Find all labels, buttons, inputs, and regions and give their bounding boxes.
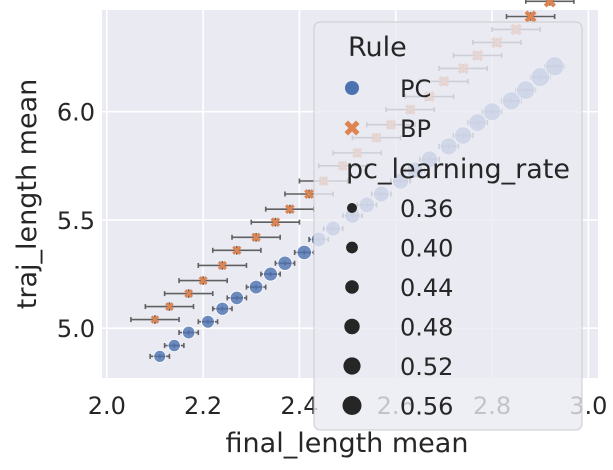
y-tick-label: 5.5: [57, 207, 95, 235]
y-tick-label: 6.0: [57, 99, 95, 127]
legend-size-label: 0.36: [400, 195, 453, 223]
x-axis-label: final_length mean: [226, 428, 469, 459]
bp-marker: [198, 276, 208, 286]
legend-hue-label: BP: [400, 115, 431, 143]
legend-size-label: 0.52: [400, 353, 453, 381]
bp-marker: [524, 10, 537, 23]
size-legend-marker: [346, 241, 358, 254]
legend-size-label: 0.48: [400, 314, 453, 342]
pc-point: [201, 314, 215, 329]
legend-size-entries: 0.36 0.40 0.44 0.48 0.52 0.56: [342, 195, 453, 421]
bp-marker: [270, 217, 281, 227]
legend-size-title: pc_learning_rate: [346, 154, 570, 185]
y-tick-labels: 5.0 5.5 6.0: [57, 99, 95, 343]
pc-point: [248, 279, 264, 295]
legend-size-label: 0.44: [400, 274, 453, 302]
legend-hue-entries: PC BP: [344, 75, 431, 143]
y-axis-label: traj_length mean: [12, 79, 43, 309]
x-tick-label: 2.0: [88, 392, 126, 420]
pc-point: [296, 244, 312, 261]
size-legend-marker: [347, 203, 357, 213]
pc-point: [181, 325, 196, 340]
legend-hue-title: Rule: [348, 32, 407, 63]
x-tick-label: 2.2: [184, 392, 222, 420]
bp-marker: [284, 204, 295, 215]
size-legend-marker: [342, 396, 362, 415]
bp-marker: [217, 260, 227, 270]
bp-marker: [251, 232, 261, 243]
pc-point: [277, 255, 293, 271]
y-tick-label: 5.0: [57, 315, 95, 343]
pc-point: [215, 301, 230, 316]
legend-size-label: 0.40: [400, 235, 453, 263]
size-legend-marker: [345, 280, 359, 294]
pc-point: [229, 290, 244, 306]
bp-marker: [232, 245, 242, 255]
bp-marker: [344, 120, 360, 136]
pc-point: [167, 338, 181, 353]
bp-marker: [304, 189, 315, 199]
pc-legend-marker: [345, 81, 359, 95]
pc-point: [153, 349, 167, 363]
x-tick-label: 2.4: [280, 392, 318, 420]
legend-frame: [313, 21, 583, 431]
bp-marker: [150, 315, 160, 324]
size-legend-marker: [344, 318, 360, 335]
bp-marker: [165, 302, 174, 311]
size-legend-marker: [343, 357, 361, 375]
legend-size-label: 0.56: [400, 393, 453, 421]
bp-marker: [543, 0, 556, 8]
pc-point: [263, 266, 278, 282]
bp-marker: [184, 289, 194, 298]
legend-hue-label: PC: [400, 75, 431, 103]
